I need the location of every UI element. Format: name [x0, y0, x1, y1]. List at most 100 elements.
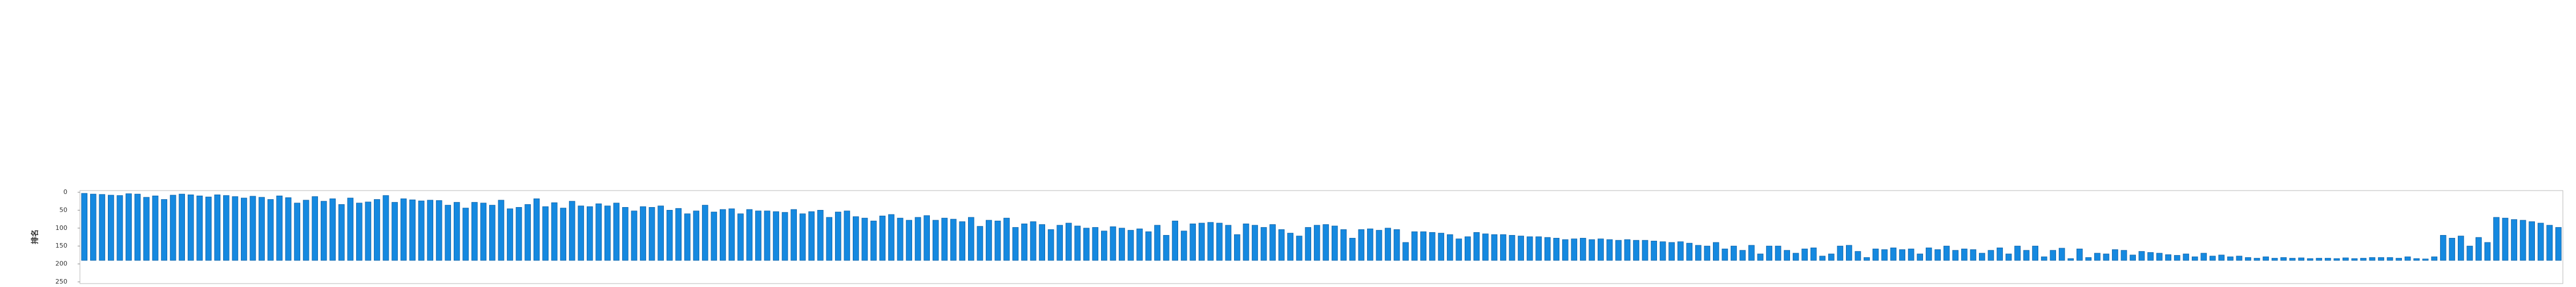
y-tick-label: 50: [59, 206, 67, 213]
bar: [1651, 241, 1657, 261]
bar: [1216, 223, 1223, 261]
bar: [941, 217, 948, 261]
bar: [2050, 250, 2057, 261]
y-tick-label: 250: [55, 278, 67, 285]
bar: [1358, 229, 1365, 261]
bar: [392, 202, 398, 261]
bar: [1083, 228, 1090, 261]
bar: [1908, 248, 1914, 261]
bar: [1553, 237, 1560, 261]
bar: [1349, 237, 1356, 261]
bar: [622, 207, 628, 261]
bar: [861, 217, 868, 261]
bar: [648, 207, 655, 261]
bar: [329, 198, 336, 261]
bar: [1429, 232, 1436, 261]
bar: [2466, 245, 2473, 261]
bar: [1260, 227, 1267, 261]
bar: [853, 216, 859, 261]
bar: [1065, 223, 1072, 261]
bar: [986, 220, 992, 261]
bar: [2023, 250, 2030, 261]
bar: [1686, 242, 1693, 261]
y-axis-label: 排名: [31, 229, 40, 244]
bar: [2094, 253, 2101, 261]
bar: [259, 197, 265, 261]
bar: [1225, 225, 1232, 261]
bar: [1269, 224, 1276, 261]
bar: [1544, 237, 1551, 261]
bar: [2493, 217, 2500, 261]
bar: [1677, 241, 1684, 261]
bar: [808, 211, 815, 261]
bar: [2476, 237, 2482, 261]
bar: [967, 217, 974, 261]
bar: [1642, 240, 1648, 261]
bar: [684, 213, 691, 261]
bar: [1136, 228, 1143, 261]
bar: [1464, 236, 1471, 261]
bar: [1890, 247, 1897, 261]
bar: [2440, 235, 2446, 261]
bar: [1305, 227, 1312, 261]
bar: [870, 220, 877, 261]
bar: [835, 212, 841, 261]
bar: [1518, 236, 1524, 261]
bar: [914, 217, 921, 261]
bar: [409, 199, 416, 261]
bar: [1154, 225, 1160, 261]
bar: [1482, 233, 1489, 261]
bar: [844, 211, 850, 261]
bar: [2067, 258, 2074, 261]
bar: [427, 200, 434, 261]
bar: [1003, 217, 1010, 261]
bar: [1801, 248, 1808, 261]
bar: [2174, 255, 2180, 261]
y-tick-label: 150: [55, 242, 67, 249]
bar: [1562, 239, 1569, 261]
bar: [2431, 256, 2438, 261]
bar: [906, 220, 912, 261]
bar: [791, 209, 797, 261]
bar: [1925, 247, 1932, 261]
bar: [764, 211, 771, 261]
bar: [2343, 257, 2349, 261]
bar: [2298, 257, 2305, 261]
bar: [1287, 233, 1293, 261]
bar: [560, 208, 567, 261]
bar: [693, 211, 700, 261]
bar: [879, 216, 886, 261]
bar: [1872, 248, 1879, 261]
bar: [737, 213, 744, 261]
bar: [436, 200, 442, 261]
bar: [498, 200, 505, 261]
bar: [2502, 217, 2509, 261]
bar: [1313, 225, 1320, 261]
bar: [152, 195, 159, 261]
bar: [1127, 230, 1134, 261]
bar: [1021, 223, 1027, 261]
bar: [2351, 258, 2358, 261]
bar: [613, 203, 620, 261]
bar: [1243, 223, 1249, 261]
y-tick-label: 100: [55, 224, 67, 232]
bar: [2333, 258, 2340, 261]
bar: [1952, 250, 1959, 261]
y-tick-label: 0: [63, 188, 67, 196]
bar: [542, 206, 549, 261]
bar: [959, 221, 966, 261]
bar: [640, 206, 646, 261]
bar: [249, 196, 256, 261]
bar: [312, 196, 319, 261]
bar: [2360, 258, 2367, 261]
bar: [1207, 222, 1214, 261]
bar: [347, 197, 354, 261]
bar: [471, 202, 478, 261]
bar: [1757, 253, 1764, 261]
bar: [2271, 258, 2278, 261]
bar: [453, 202, 460, 261]
bar: [2537, 223, 2544, 261]
bar: [1837, 245, 1844, 261]
bar: [480, 203, 487, 261]
bar: [2209, 256, 2216, 261]
